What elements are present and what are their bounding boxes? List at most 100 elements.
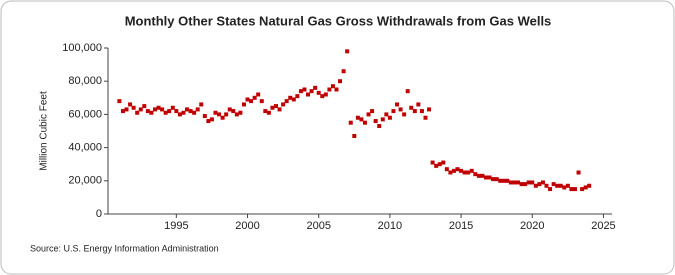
point	[256, 92, 261, 97]
point	[373, 119, 378, 124]
point	[533, 183, 538, 188]
y-axis-label: Million Cubic Feet	[39, 91, 50, 171]
point	[355, 115, 360, 120]
point	[366, 112, 371, 117]
point	[266, 110, 271, 115]
y-tick-label: 100,000	[62, 42, 102, 54]
point	[480, 173, 485, 178]
point	[316, 90, 321, 95]
y-tick-label: 60,000	[68, 108, 102, 120]
point	[249, 99, 254, 104]
point	[224, 112, 229, 117]
point	[451, 168, 456, 173]
point	[405, 89, 410, 94]
y-tick-label: 40,000	[68, 142, 102, 154]
point	[540, 180, 545, 185]
point	[341, 69, 346, 74]
point	[565, 183, 570, 188]
point	[217, 112, 222, 117]
point	[466, 170, 471, 175]
point	[209, 117, 214, 122]
point	[555, 183, 560, 188]
point	[523, 182, 528, 187]
point	[583, 185, 588, 190]
point	[377, 124, 382, 129]
point	[231, 109, 236, 114]
point	[498, 178, 503, 183]
point	[213, 110, 218, 115]
point	[427, 107, 432, 112]
point	[274, 104, 278, 109]
point	[298, 89, 303, 94]
x-tick-label: 2025	[591, 220, 615, 232]
x-tick-label: 2020	[520, 220, 544, 232]
y-tick-label: 80,000	[68, 75, 102, 87]
point	[199, 102, 204, 107]
point	[352, 133, 357, 138]
point	[569, 187, 574, 192]
y-tick-label: 0	[96, 208, 102, 220]
point	[395, 102, 400, 107]
x-tick-label: 1995	[164, 220, 188, 232]
point	[448, 170, 453, 175]
point	[291, 97, 296, 102]
source: Source: U.S. Energy Information Administ…	[30, 243, 219, 253]
point	[227, 107, 232, 112]
point	[462, 170, 467, 175]
point	[320, 94, 325, 99]
point	[181, 110, 186, 115]
point	[117, 99, 122, 104]
point	[145, 109, 150, 114]
point	[156, 105, 161, 110]
point	[434, 163, 439, 168]
point	[441, 160, 446, 165]
point	[135, 110, 140, 115]
point	[416, 102, 421, 107]
point	[277, 107, 282, 112]
point	[160, 107, 165, 112]
point	[412, 109, 417, 114]
point	[295, 94, 300, 99]
point	[455, 167, 460, 172]
point	[309, 89, 314, 94]
point	[501, 178, 506, 183]
point	[241, 102, 246, 107]
point	[558, 183, 563, 188]
point	[220, 115, 225, 120]
point	[323, 92, 328, 97]
point	[195, 107, 200, 112]
point	[167, 109, 172, 114]
point	[120, 109, 125, 114]
point	[398, 107, 403, 112]
point	[124, 107, 129, 112]
point	[494, 177, 499, 182]
point	[384, 112, 389, 117]
point	[202, 114, 207, 119]
point	[548, 187, 553, 192]
x-tick-label: 2015	[449, 220, 473, 232]
point	[491, 177, 496, 182]
point	[185, 107, 190, 112]
point	[327, 87, 332, 92]
point	[152, 107, 157, 112]
point	[206, 119, 211, 124]
point	[580, 187, 585, 192]
point	[516, 180, 521, 185]
point	[245, 97, 250, 102]
point	[263, 109, 268, 114]
point	[362, 120, 367, 125]
point	[551, 182, 556, 187]
point	[387, 115, 392, 120]
y-tick-label: 20,000	[68, 175, 102, 187]
point	[423, 115, 428, 120]
point	[562, 185, 567, 190]
point	[142, 104, 147, 109]
point	[270, 105, 275, 110]
point	[409, 105, 414, 110]
point	[192, 110, 197, 115]
x-tick-label: 2005	[306, 220, 330, 232]
point	[419, 109, 424, 114]
point	[505, 178, 510, 183]
point	[391, 109, 396, 114]
point	[359, 117, 364, 122]
